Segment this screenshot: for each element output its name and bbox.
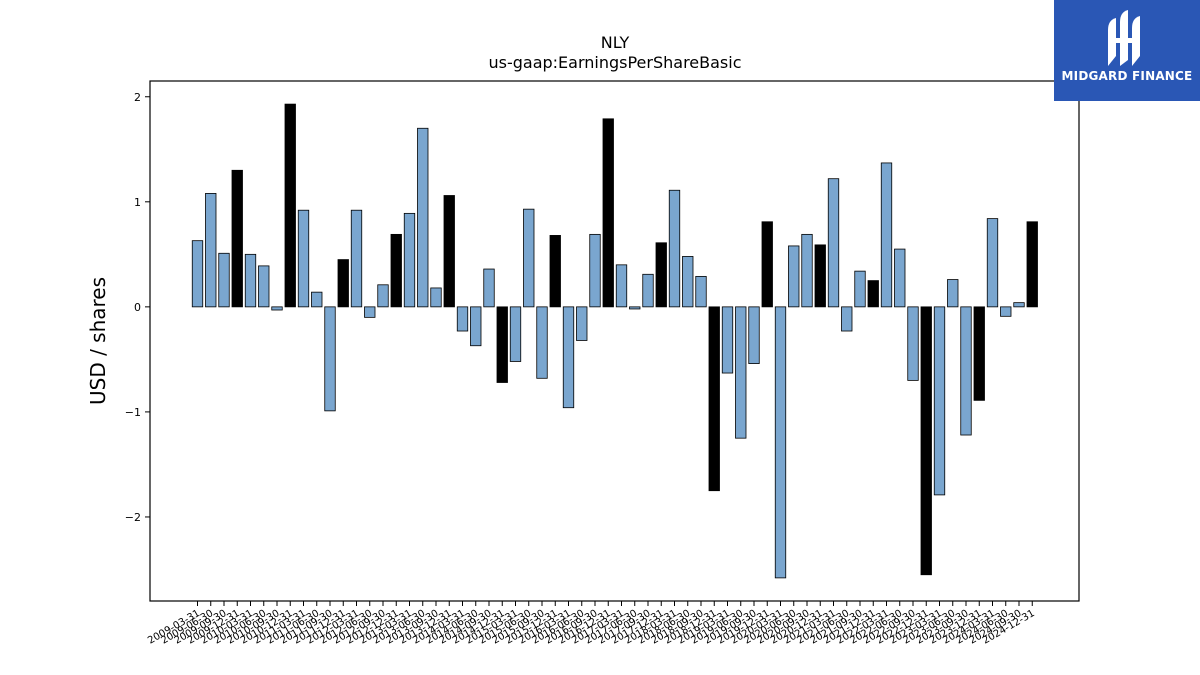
bar-2022-09-30 (907, 306, 919, 381)
bar-2016-12-31 (602, 118, 614, 308)
bar-2018-12-31 (708, 306, 720, 492)
y-tick-label: −1 (125, 406, 141, 419)
bar-2024-12-31 (1026, 221, 1038, 308)
bar-2021-06-30 (841, 306, 853, 332)
bar-2020-06-30 (788, 245, 800, 308)
bar-2018-03-31 (668, 189, 681, 308)
y-tick-label: −2 (125, 511, 141, 524)
bar-2013-03-31 (403, 212, 416, 308)
bar-2016-06-30 (576, 306, 588, 341)
bar-2009-09-30 (218, 252, 230, 308)
bar-2024-06-30 (1000, 306, 1012, 317)
bar-2009-03-31 (191, 240, 204, 308)
bar-2015-03-31 (509, 306, 522, 362)
y-tick-label: 1 (134, 196, 141, 209)
bar-2017-06-30 (629, 306, 641, 310)
bar-2015-09-30 (536, 306, 548, 379)
bar-series (191, 103, 1038, 579)
bar-2009-12-31 (231, 169, 243, 308)
bar-2014-03-31 (456, 306, 469, 332)
bar-2017-09-30 (642, 273, 654, 308)
chart-title: NLY (601, 33, 630, 52)
bar-2011-09-30 (324, 306, 336, 412)
plot-frame (149, 80, 1080, 602)
bar-2023-03-31 (933, 306, 946, 496)
bar-2012-03-31 (350, 209, 363, 308)
brand-name: MIDGARD FINANCE (1061, 69, 1193, 83)
bar-2014-06-30 (470, 306, 482, 347)
bar-2010-03-31 (244, 253, 257, 308)
bar-2016-09-30 (589, 233, 601, 308)
y-tick-label: 0 (134, 301, 141, 314)
bar-2009-06-30 (205, 193, 217, 308)
bar-2023-12-31 (973, 306, 985, 401)
bar-2019-12-31 (761, 221, 773, 308)
bar-2013-09-30 (430, 287, 442, 308)
bar-2018-06-30 (682, 256, 694, 308)
bar-2022-12-31 (920, 306, 932, 576)
bar-2019-06-30 (735, 306, 747, 439)
bar-2010-09-30 (271, 306, 283, 311)
bar-2012-06-30 (364, 306, 376, 318)
bar-2021-03-31 (827, 178, 840, 308)
bar-2011-03-31 (297, 209, 310, 308)
x-axis: 2009-03-312009-06-302009-09-302009-12-31… (146, 601, 1037, 647)
bar-2013-06-30 (417, 127, 429, 308)
bar-2017-12-31 (655, 242, 667, 308)
bar-2019-03-31 (721, 306, 734, 374)
bar-2020-09-30 (801, 233, 813, 308)
bar-2011-06-30 (311, 291, 323, 308)
bar-2014-12-31 (496, 306, 508, 383)
bar-2021-12-31 (867, 280, 879, 308)
bar-2012-09-30 (377, 284, 389, 308)
y-axis-label: USD / shares (86, 277, 110, 405)
bar-2010-06-30 (258, 265, 270, 308)
midgard-finance-logo: MIDGARD FINANCE (1054, 0, 1200, 101)
bar-2013-12-31 (443, 195, 455, 308)
bar-2015-06-30 (523, 208, 535, 308)
bar-2014-09-30 (483, 268, 495, 308)
bar-2020-03-31 (774, 306, 787, 579)
bar-2012-12-31 (390, 233, 402, 308)
bar-2018-09-30 (695, 275, 707, 308)
bar-2015-12-31 (549, 235, 561, 308)
bar-2017-03-31 (615, 264, 628, 308)
bar-2023-06-30 (947, 279, 959, 308)
bar-2016-03-31 (562, 306, 575, 409)
bar-2019-09-30 (748, 306, 760, 364)
bar-2011-12-31 (337, 259, 349, 308)
midgard-finance-logo-icon (1108, 10, 1140, 66)
y-axis: −2 −1 0 1 2 (125, 91, 150, 524)
bar-2020-12-31 (814, 244, 826, 308)
bar-2023-09-30 (960, 306, 972, 436)
bar-2010-12-31 (284, 103, 296, 308)
bar-2024-09-30 (1013, 302, 1025, 308)
bar-2022-03-31 (880, 162, 893, 308)
bar-2021-09-30 (854, 270, 866, 308)
bar-2022-06-30 (894, 248, 906, 308)
chart-subtitle: us-gaap:EarningsPerShareBasic (488, 53, 741, 72)
bar-2024-03-31 (986, 218, 999, 308)
y-tick-label: 2 (134, 91, 141, 104)
